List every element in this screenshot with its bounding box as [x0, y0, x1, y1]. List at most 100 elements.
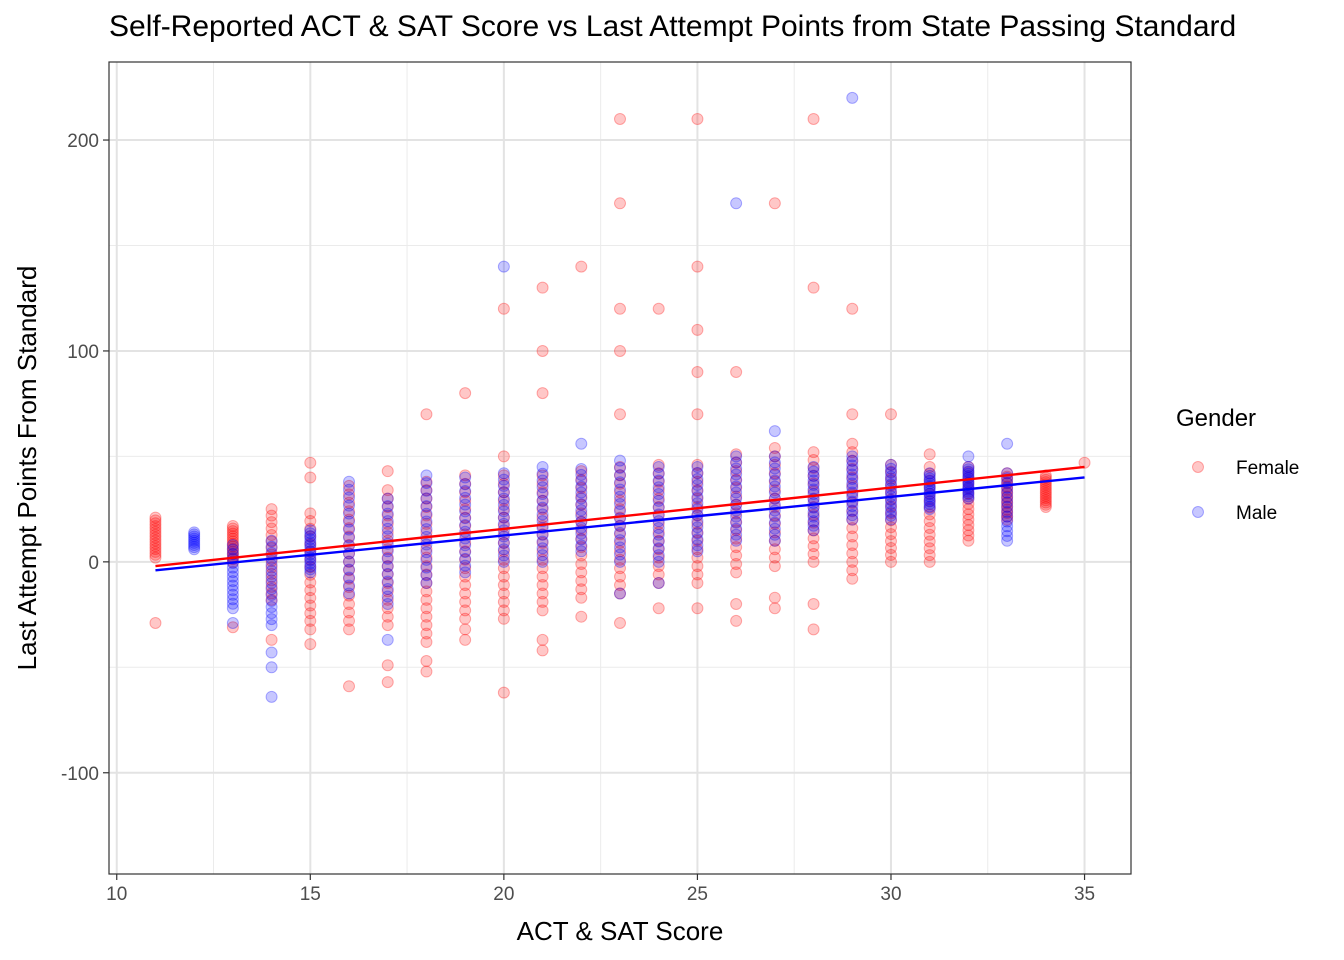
data-point: [614, 344, 626, 357]
data-point: [459, 633, 472, 646]
data-point: [381, 507, 394, 520]
data-point: [923, 508, 936, 521]
data-point: [884, 458, 897, 471]
data-point: [459, 587, 472, 600]
data-point: [614, 579, 626, 592]
data-point: [226, 579, 239, 592]
data-point: [188, 536, 201, 549]
data-point: [807, 479, 820, 492]
data-point: [149, 511, 162, 524]
data-point: [884, 500, 897, 513]
data-point: [420, 654, 433, 667]
data-point: [304, 599, 317, 612]
data-point: [459, 623, 472, 636]
data-point: [536, 535, 549, 548]
data-point: [691, 475, 704, 488]
data-point: [691, 460, 704, 473]
data-point: [381, 465, 394, 478]
data-point: [652, 302, 665, 315]
data-point: [730, 566, 743, 579]
y-axis-title: Last Attempt Points From Standard: [12, 266, 42, 671]
data-point: [265, 607, 278, 620]
data-point: [691, 568, 704, 581]
data-point: [807, 461, 820, 474]
data-point: [884, 513, 897, 526]
data-point: [420, 501, 433, 514]
data-point: [304, 515, 317, 528]
data-point: [768, 602, 781, 615]
data-point: [459, 595, 472, 608]
data-point: [691, 323, 704, 336]
data-point: [304, 536, 317, 549]
data-point: [497, 686, 510, 699]
data-point: [730, 515, 743, 528]
data-point: [575, 574, 588, 587]
data-point: [768, 450, 781, 463]
data-point: [730, 614, 743, 627]
data-point: [536, 549, 549, 562]
data-point: [420, 484, 433, 497]
data-point: [536, 545, 549, 558]
data-point: [304, 530, 317, 543]
data-point: [226, 621, 239, 634]
data-point: [846, 454, 859, 467]
data-point: [575, 541, 588, 554]
data-point: [1001, 490, 1014, 503]
data-point: [1001, 487, 1014, 500]
data-point: [652, 576, 665, 589]
data-point: [652, 535, 665, 548]
data-point: [536, 542, 549, 555]
data-point: [962, 492, 975, 505]
data-point: [1039, 498, 1052, 511]
data-point: [807, 446, 820, 459]
data-point: [459, 485, 472, 498]
data-point: [1001, 513, 1014, 526]
data-point: [652, 460, 665, 473]
data-point: [420, 636, 433, 648]
data-point: [768, 197, 781, 210]
data-point: [807, 508, 820, 521]
data-point: [691, 534, 704, 547]
data-point: [381, 552, 394, 565]
data-point: [304, 584, 317, 597]
data-point: [497, 511, 510, 524]
data-point: [265, 661, 278, 674]
x-tick-label: 10: [106, 884, 127, 905]
data-point: [884, 541, 897, 554]
data-point: [768, 486, 781, 499]
data-point: [575, 474, 588, 487]
data-point: [962, 497, 975, 510]
data-point: [614, 536, 626, 549]
data-point: [226, 538, 239, 551]
data-point: [575, 482, 588, 495]
data-point: [652, 492, 665, 505]
data-point: [923, 500, 936, 513]
data-point: [652, 542, 665, 555]
data-point: [265, 646, 278, 659]
data-point: [459, 505, 472, 518]
data-point: [459, 494, 472, 507]
data-point: [381, 492, 394, 505]
data-point: [420, 492, 433, 505]
data-point: [459, 491, 472, 504]
data-point: [265, 516, 278, 529]
data-point: [343, 587, 356, 600]
data-point: [226, 566, 239, 579]
data-point: [923, 515, 936, 528]
data-point: [652, 534, 665, 547]
data-point: [730, 522, 743, 535]
data-point: [304, 456, 317, 469]
data-point: [807, 474, 820, 487]
data-point: [730, 450, 743, 463]
data-point: [226, 617, 239, 630]
data-point: [962, 518, 975, 531]
data-point: [768, 458, 781, 471]
data-point: [768, 441, 781, 454]
data-point: [226, 520, 239, 532]
data-point: [575, 566, 588, 579]
data-point: [923, 501, 936, 514]
data-point: [265, 588, 278, 601]
data-point: [691, 517, 704, 530]
data-point: [884, 470, 897, 483]
data-point: [1039, 494, 1052, 507]
